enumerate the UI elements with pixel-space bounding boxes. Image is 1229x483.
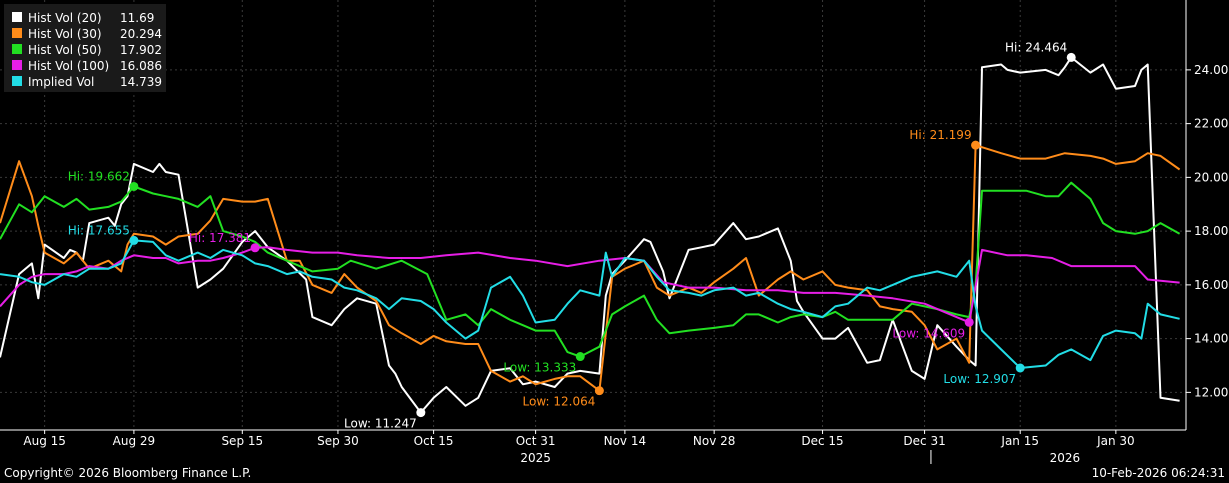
annotation-label: Low: 11.247	[344, 417, 417, 431]
annotation-label: Low: 13.333	[503, 361, 576, 375]
legend-swatch	[12, 60, 22, 70]
x-tick-label: Nov 28	[693, 434, 736, 448]
x-tick-label: Dec 31	[903, 434, 945, 448]
series-line-0	[0, 56, 1180, 414]
annotation-label: Low: 14.609	[892, 326, 965, 340]
annotation-label: Hi: 17.655	[68, 223, 130, 237]
x-tick-label: Nov 14	[604, 434, 647, 448]
series-line-3	[0, 246, 1180, 324]
x-tick-label: Jan 30	[1096, 434, 1135, 448]
x-tick-label: Jan 15	[1000, 434, 1039, 448]
year-label: 2025	[520, 451, 551, 465]
series-line-4	[0, 239, 1180, 369]
axes: 12.00 14.00 16.00 18.00 20.00 22.00 24.00 Aug 1…	[0, 0, 1228, 465]
annotation-marker	[971, 140, 981, 150]
legend-background	[4, 4, 166, 92]
legend: Hist Vol (20) 11.69 Hist Vol (30) 20.294 His…	[4, 4, 166, 92]
copyright-text: Copyright© 2026 Bloomberg Finance L.P.	[4, 466, 252, 480]
x-tick-label: Oct 15	[414, 434, 454, 448]
annotation-label: Low: 12.064	[523, 395, 596, 409]
legend-name: Hist Vol (20)	[28, 11, 102, 25]
legend-name: Hist Vol (100)	[28, 59, 109, 73]
annotation-marker	[964, 317, 974, 327]
legend-value: 20.294	[120, 27, 162, 41]
y-tick-label: 14.00	[1194, 332, 1228, 346]
legend-swatch	[12, 44, 22, 54]
y-tick-label: 22.00	[1194, 117, 1228, 131]
legend-value: 11.69	[120, 11, 154, 25]
annotation-label: Hi: 17.381	[189, 231, 251, 245]
annotation-label: Hi: 24.464	[1005, 40, 1067, 54]
legend-name: Implied Vol	[28, 75, 94, 89]
legend-swatch	[12, 12, 22, 22]
y-tick-label: 18.00	[1194, 224, 1228, 238]
legend-value: 14.739	[120, 75, 162, 89]
year-label: 2026	[1050, 451, 1081, 465]
legend-name: Hist Vol (50)	[28, 43, 102, 57]
timestamp-text: 10-Feb-2026 06:24:31	[1091, 466, 1225, 480]
legend-name: Hist Vol (30)	[28, 27, 102, 41]
legend-value: 17.902	[120, 43, 162, 57]
x-tick-label: Sep 30	[317, 434, 359, 448]
series-line-2	[0, 181, 1181, 358]
x-tick-label: Sep 15	[221, 434, 263, 448]
annotation-marker	[129, 181, 139, 191]
annotation-label: Hi: 21.199	[909, 128, 971, 142]
annotation-label: Hi: 19.662	[68, 169, 130, 183]
series-line-1	[0, 144, 1181, 392]
annotation-marker	[575, 352, 585, 362]
series-layer	[0, 56, 1181, 414]
grid	[0, 0, 1186, 430]
legend-swatch	[12, 28, 22, 38]
y-tick-label: 20.00	[1194, 170, 1228, 184]
annotation-marker	[416, 408, 426, 418]
x-tick-label: Dec 15	[801, 434, 843, 448]
annotation-marker	[1015, 363, 1025, 373]
annotation-label: Low: 12.907	[943, 372, 1016, 386]
annotation-marker	[1066, 52, 1076, 62]
annotation-marker	[250, 243, 260, 253]
x-tick-label: Aug 15	[23, 434, 66, 448]
annotation-marker	[129, 235, 139, 245]
x-tick-label: Oct 31	[516, 434, 556, 448]
x-tick-label: Aug 29	[113, 434, 156, 448]
legend-value: 16.086	[120, 59, 162, 73]
y-tick-label: 12.00	[1194, 385, 1228, 399]
y-tick-label: 16.00	[1194, 278, 1228, 292]
legend-swatch	[12, 76, 22, 86]
annotation-layer: Hi: 24.464 Low: 11.247 Hi: 21.199 Low: 12.0…	[68, 40, 1076, 431]
annotation-marker	[594, 386, 604, 396]
y-tick-label: 24.00	[1194, 63, 1228, 77]
